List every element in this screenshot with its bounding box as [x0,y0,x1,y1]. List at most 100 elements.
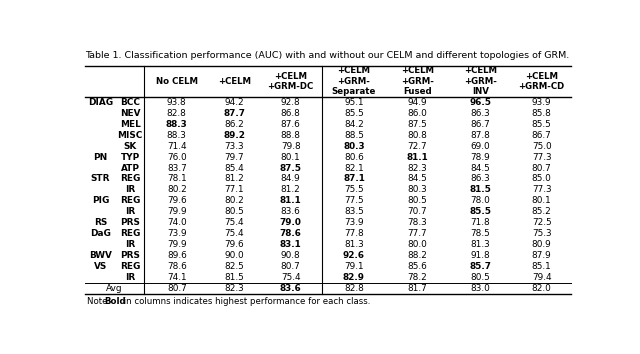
Text: 82.0: 82.0 [532,284,552,293]
Text: 78.9: 78.9 [471,153,490,162]
Text: 78.2: 78.2 [408,273,427,282]
Text: ATP: ATP [121,164,140,172]
Text: 81.3: 81.3 [471,240,490,249]
Text: 94.9: 94.9 [408,98,427,107]
Text: 80.9: 80.9 [532,240,552,249]
Text: 82.3: 82.3 [224,284,244,293]
Text: REG: REG [120,175,140,183]
Text: 80.8: 80.8 [408,131,428,140]
Text: REG: REG [120,196,140,205]
Text: 84.9: 84.9 [281,175,301,183]
Text: 74.0: 74.0 [167,218,187,227]
Text: in columns indicates highest performance for each class.: in columns indicates highest performance… [121,297,371,307]
Text: 81.1: 81.1 [406,153,428,162]
Text: MEL: MEL [120,120,141,129]
Text: 85.7: 85.7 [470,262,492,271]
Text: REG: REG [120,229,140,238]
Text: 80.3: 80.3 [408,185,427,194]
Text: 79.8: 79.8 [281,142,301,151]
Text: 78.6: 78.6 [167,262,187,271]
Text: 85.5: 85.5 [532,120,552,129]
Text: Bold: Bold [104,297,126,307]
Text: 80.0: 80.0 [408,240,427,249]
Text: 82.8: 82.8 [344,284,364,293]
Text: 85.0: 85.0 [532,175,552,183]
Text: 75.5: 75.5 [344,185,364,194]
Text: 87.7: 87.7 [223,109,245,118]
Text: TYP: TYP [120,153,140,162]
Text: 92.8: 92.8 [281,98,301,107]
Text: 87.5: 87.5 [280,164,301,172]
Text: 73.3: 73.3 [225,142,244,151]
Text: 79.6: 79.6 [167,196,187,205]
Text: 78.3: 78.3 [408,218,427,227]
Text: 94.2: 94.2 [225,98,244,107]
Text: 90.0: 90.0 [225,251,244,260]
Text: 85.4: 85.4 [224,164,244,172]
Text: 93.9: 93.9 [532,98,552,107]
Text: RS: RS [94,218,107,227]
Text: 78.0: 78.0 [471,196,490,205]
Text: 80.2: 80.2 [167,185,187,194]
Text: 87.1: 87.1 [343,175,365,183]
Text: DIAG: DIAG [88,98,113,107]
Text: 87.6: 87.6 [281,120,301,129]
Text: 80.2: 80.2 [224,196,244,205]
Text: IR: IR [125,185,135,194]
Text: 81.5: 81.5 [470,185,492,194]
Text: STR: STR [91,175,110,183]
Text: 75.4: 75.4 [225,229,244,238]
Text: 81.2: 81.2 [224,175,244,183]
Text: Note:: Note: [88,297,113,307]
Text: 86.8: 86.8 [281,109,301,118]
Text: 87.8: 87.8 [470,131,490,140]
Text: 80.5: 80.5 [224,207,244,216]
Text: 80.1: 80.1 [532,196,552,205]
Text: 90.8: 90.8 [281,251,301,260]
Text: PRS: PRS [120,218,140,227]
Text: 79.4: 79.4 [532,273,552,282]
Text: 80.7: 80.7 [167,284,187,293]
Text: VS: VS [94,262,107,271]
Text: 77.5: 77.5 [344,196,364,205]
Text: +CELM
+GRM-
Separate: +CELM +GRM- Separate [332,67,376,96]
Text: 87.5: 87.5 [408,120,427,129]
Text: 88.3: 88.3 [167,131,187,140]
Text: 91.8: 91.8 [471,251,490,260]
Text: 85.2: 85.2 [532,207,552,216]
Text: Table 1. Classification performance (AUC) with and without our CELM and differen: Table 1. Classification performance (AUC… [85,51,569,60]
Text: 80.1: 80.1 [281,153,301,162]
Text: 95.1: 95.1 [344,98,364,107]
Text: 70.7: 70.7 [408,207,427,216]
Text: 80.3: 80.3 [343,142,365,151]
Text: 81.7: 81.7 [408,284,427,293]
Text: 74.1: 74.1 [167,273,187,282]
Text: 93.8: 93.8 [167,98,187,107]
Text: 83.1: 83.1 [280,240,301,249]
Text: 77.3: 77.3 [532,185,552,194]
Text: 85.8: 85.8 [532,109,552,118]
Text: 77.3: 77.3 [532,153,552,162]
Text: 83.5: 83.5 [344,207,364,216]
Text: 81.5: 81.5 [224,273,244,282]
Text: MISC: MISC [118,131,143,140]
Text: 83.7: 83.7 [167,164,187,172]
Text: 79.7: 79.7 [225,153,244,162]
Text: 86.7: 86.7 [532,131,552,140]
Text: 80.5: 80.5 [471,273,490,282]
Text: 79.6: 79.6 [225,240,244,249]
Text: 82.1: 82.1 [344,164,364,172]
Text: 82.3: 82.3 [408,164,427,172]
Text: 81.2: 81.2 [281,185,301,194]
Text: 89.6: 89.6 [167,251,187,260]
Text: 85.5: 85.5 [344,109,364,118]
Text: +CELM: +CELM [218,77,251,86]
Text: BWV: BWV [89,251,112,260]
Text: 92.6: 92.6 [343,251,365,260]
Text: 71.8: 71.8 [471,218,490,227]
Text: 86.3: 86.3 [471,109,490,118]
Text: IR: IR [125,240,135,249]
Text: 81.1: 81.1 [280,196,301,205]
Text: 84.5: 84.5 [471,164,490,172]
Text: 75.3: 75.3 [532,229,552,238]
